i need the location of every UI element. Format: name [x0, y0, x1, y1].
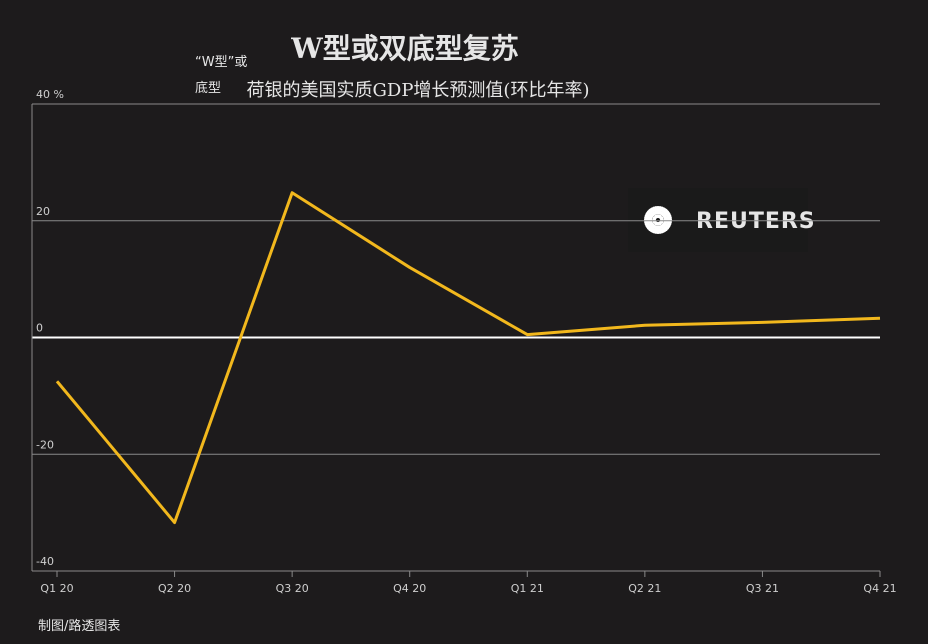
logo-dot	[659, 216, 664, 220]
y-tick-label: 40 %	[36, 88, 64, 101]
y-tick-label: -20	[36, 438, 54, 451]
data-line	[55, 191, 881, 525]
annotation: “W型”或	[195, 55, 247, 70]
x-tick-label: Q3 20	[276, 582, 309, 595]
x-tick-label: Q3 21	[746, 582, 779, 595]
x-tick-label: Q2 21	[628, 582, 661, 595]
x-tick-label: Q1 20	[40, 582, 73, 595]
y-tick-label: -40	[36, 555, 54, 568]
x-tick-label: Q1 21	[511, 582, 544, 595]
source: 制图/路透图表	[38, 618, 120, 634]
x-tick-label: Q2 20	[158, 582, 191, 595]
logo: REUTERS	[628, 188, 816, 252]
y-tick-label: 20	[36, 205, 50, 218]
chart-title: W型或双底型复苏	[290, 32, 518, 65]
x-tick-label: Q4 20	[393, 582, 426, 595]
logo-dot	[667, 215, 672, 221]
annotation: 底型	[195, 80, 221, 96]
chart-subtitle: 荷银的美国实质GDP增长预测值(环比年率)	[247, 80, 590, 101]
logo-mark	[643, 205, 673, 235]
logo-dot	[663, 215, 668, 221]
logo-box	[628, 188, 808, 252]
logo-text: REUTERS	[696, 209, 816, 234]
y-tick-label: 0	[36, 322, 43, 335]
x-tick-label: Q4 21	[863, 582, 896, 595]
